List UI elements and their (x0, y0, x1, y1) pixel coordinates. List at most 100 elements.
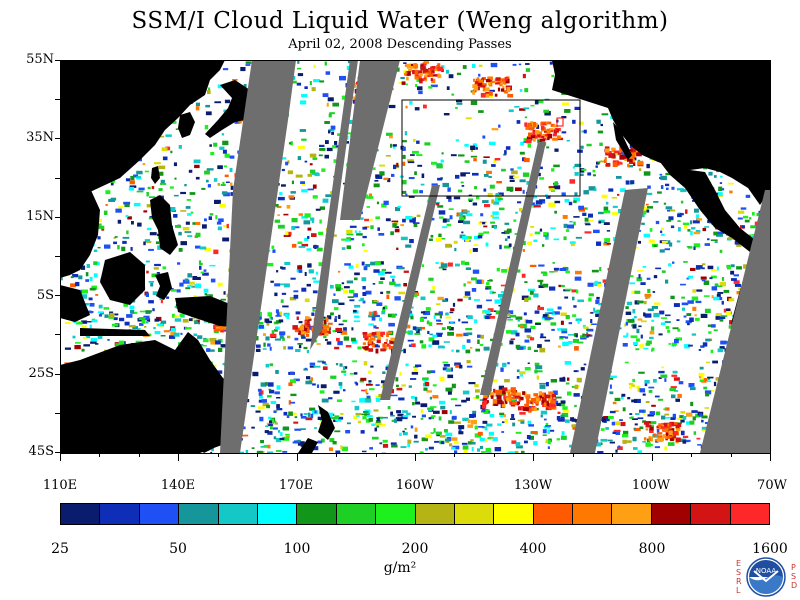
cloud-speck (505, 78, 510, 84)
cloud-speck (396, 410, 402, 414)
cloud-speck (204, 293, 208, 296)
cloud-speck (713, 381, 717, 387)
cloud-speck (388, 322, 395, 327)
cloud-speck (645, 401, 650, 403)
cloud-speck (536, 131, 542, 135)
cloud-speck (708, 331, 712, 334)
cloud-speck (390, 394, 398, 397)
no-data-gaps (220, 60, 770, 453)
cloud-speck (334, 318, 337, 322)
cloud-speck (139, 323, 144, 326)
cloud-speck (472, 410, 477, 413)
cloud-speck (295, 349, 301, 352)
cloud-speck (658, 370, 665, 374)
lon-label: 160W (395, 478, 435, 493)
cloud-speck (489, 89, 495, 92)
cloud-speck (438, 210, 446, 215)
cloud-speck (667, 329, 671, 333)
cloud-speck (556, 416, 561, 421)
cloud-speck (737, 217, 743, 220)
cloud-speck (673, 303, 680, 307)
cloud-speck (680, 283, 686, 286)
colorbar-segment (533, 504, 574, 524)
cloud-speck (477, 79, 484, 84)
cloud-speck (129, 305, 135, 310)
cloud-speck (645, 295, 651, 299)
cloud-speck (470, 148, 473, 152)
cloud-speck (658, 333, 663, 336)
cloud-speck (650, 438, 653, 441)
cloud-speck (414, 396, 418, 402)
cloud-speck (567, 391, 572, 396)
cloud-speck (363, 411, 369, 413)
cloud-speck (371, 312, 375, 316)
cloud-speck (552, 133, 557, 137)
cloud-speck (478, 110, 484, 113)
cloud-speck (319, 80, 325, 83)
cloud-speck (275, 320, 281, 324)
cloud-speck (188, 281, 195, 285)
cloud-speck (323, 318, 328, 321)
cloud-speck (524, 88, 529, 93)
cloud-speck (343, 389, 346, 392)
cloud-speck (675, 398, 680, 402)
cloud-speck (727, 265, 731, 270)
cloud-speck (554, 200, 561, 204)
cloud-speck (85, 272, 89, 277)
philippines-islands (150, 195, 178, 255)
cloud-speck (525, 138, 532, 144)
cloud-speck (649, 228, 653, 232)
cloud-speck (318, 154, 323, 157)
cloud-speck (648, 437, 652, 441)
cloud-speck (377, 227, 380, 231)
cloud-speck (634, 290, 641, 294)
cloud-speck (717, 292, 724, 294)
cloud-speck (445, 69, 450, 74)
cloud-speck (625, 311, 632, 315)
cloud-speck (130, 247, 133, 251)
baja-california (613, 122, 632, 160)
cloud-speck (461, 442, 468, 445)
cloud-speck (629, 416, 633, 419)
cloud-speck (346, 422, 351, 425)
cloud-speck (447, 391, 452, 395)
cloud-speck (575, 236, 582, 239)
cloud-speck (496, 181, 502, 184)
cloud-speck (178, 231, 182, 236)
cloud-speck (547, 429, 555, 432)
cloud-speck (329, 438, 335, 443)
cloud-speck (575, 318, 582, 322)
cloud-speck (279, 331, 286, 336)
cloud-speck (497, 294, 503, 298)
cloud-speck (547, 312, 553, 314)
cloud-speck (675, 425, 680, 429)
cloud-speck (561, 330, 568, 334)
cloud-speck (482, 135, 486, 139)
cloud-speck (432, 286, 436, 290)
cloud-speck (297, 265, 303, 270)
cloud-speck (245, 64, 251, 66)
cloud-speck (93, 261, 98, 265)
cloud-speck (217, 84, 224, 89)
cloud-speck (410, 396, 415, 399)
cloud-speck (139, 310, 145, 313)
cloud-speck (497, 423, 502, 426)
cloud-speck (217, 226, 222, 231)
cloud-speck (442, 182, 449, 188)
cloud-speck (567, 224, 574, 229)
cloud-speck (288, 195, 295, 199)
cloud-speck (654, 446, 660, 449)
cloud-speck (676, 319, 680, 321)
cloud-speck (484, 394, 488, 398)
cloud-speck (486, 423, 493, 427)
cloud-speck (672, 261, 675, 264)
cloud-speck (537, 305, 541, 308)
lat-label: 5S (36, 288, 54, 303)
cloud-speck (390, 341, 396, 344)
cloud-speck (368, 323, 374, 326)
cloud-speck (528, 288, 535, 292)
cloud-speck (472, 413, 476, 418)
cloud-speck (144, 170, 150, 173)
cloud-speck (182, 319, 189, 323)
cloud-speck (661, 240, 668, 243)
